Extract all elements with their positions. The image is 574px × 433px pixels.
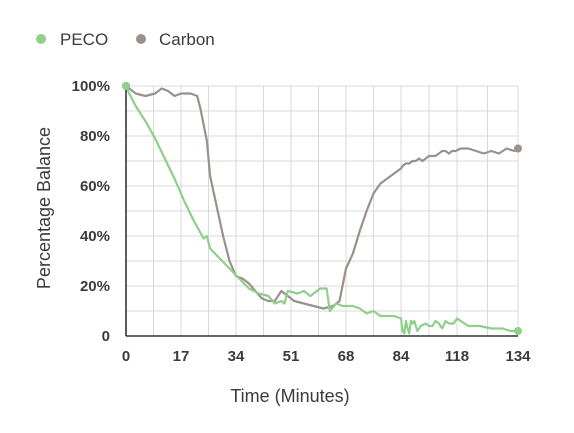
series-end-marker-peco <box>514 327 522 335</box>
x-tick-label: 0 <box>122 348 130 365</box>
x-tick-label: 134 <box>505 348 531 365</box>
chart-axes <box>125 84 518 337</box>
y-tick-label: 80% <box>80 128 110 145</box>
y-tick-label: 40% <box>80 228 110 245</box>
x-tick-labels: 0 17 34 51 68 84 118 134 <box>122 348 531 365</box>
y-axis-title: Percentage Balance <box>34 127 54 289</box>
y-tick-label: 60% <box>80 178 110 195</box>
legend: PECO Carbon <box>36 30 215 49</box>
series-line-carbon <box>124 84 520 310</box>
x-tick-label: 34 <box>228 348 245 365</box>
x-tick-label: 51 <box>283 348 300 365</box>
x-tick-label: 118 <box>445 348 469 365</box>
y-tick-label: 0 <box>102 328 110 345</box>
legend-marker-carbon <box>136 34 146 44</box>
series-line-peco <box>124 84 520 335</box>
y-tick-label: 100% <box>72 78 110 95</box>
x-tick-label: 68 <box>338 348 355 365</box>
series-end-marker-carbon <box>514 144 522 153</box>
series-layer <box>122 82 522 335</box>
legend-label-peco: PECO <box>60 30 108 49</box>
y-tick-labels: 0 20% 40% 60% 80% 100% <box>72 78 110 345</box>
x-tick-label: 17 <box>173 348 190 365</box>
series-start-marker-peco <box>122 82 130 90</box>
y-tick-label: 20% <box>80 278 110 295</box>
x-tick-label: 84 <box>393 348 410 365</box>
x-axis-title: Time (Minutes) <box>230 386 349 406</box>
chart-grid <box>125 85 519 337</box>
legend-label-carbon: Carbon <box>159 30 215 49</box>
legend-marker-peco <box>36 34 46 44</box>
